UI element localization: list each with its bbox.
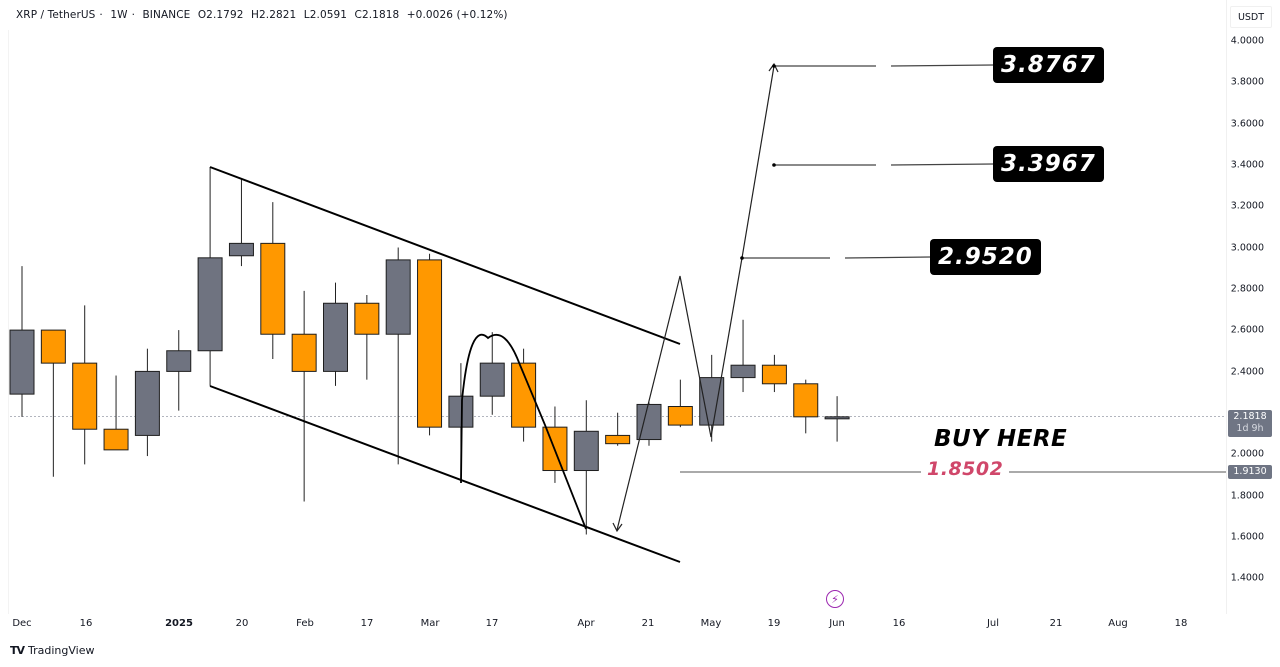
- buy-here-label: BUY HERE: [934, 426, 1068, 452]
- candle-bullish[interactable]: [197, 257, 223, 352]
- target-point-3: [740, 256, 744, 260]
- candle-bearish[interactable]: [291, 333, 317, 372]
- candle-bullish[interactable]: [385, 259, 411, 335]
- time-axis[interactable]: Dec 16 2025 20 Feb 17 Mar 17 Apr 21 May 19 Jun 16 Jul 2…: [0, 614, 1226, 634]
- channel-lower-line[interactable]: [209, 385, 681, 563]
- time-tick: Jul: [986, 618, 1000, 629]
- candle-bullish[interactable]: [730, 364, 756, 379]
- candle-bullish[interactable]: [573, 430, 599, 472]
- exchange: BINANCE: [142, 9, 191, 21]
- price-tick: 2.8000: [1230, 283, 1264, 295]
- time-tick: 21: [641, 618, 655, 629]
- chart-header: XRP / TetherUS · 1W · BINANCE O2.1792 H2.2…: [16, 9, 512, 21]
- ohlc-open: O2.1792: [197, 9, 244, 21]
- target-label-1: 3.8767: [993, 47, 1104, 83]
- time-tick: 19: [767, 618, 781, 629]
- price-tick: 4.0000: [1230, 35, 1264, 47]
- candle-bearish[interactable]: [605, 434, 631, 445]
- currency-unit-label[interactable]: USDT: [1230, 6, 1272, 28]
- price-tick: 3.2000: [1230, 200, 1264, 212]
- price-tick: 3.6000: [1230, 118, 1264, 130]
- time-tick: Apr: [577, 618, 595, 629]
- horizontal-line-price-badge: 1.9130: [1228, 465, 1272, 479]
- candle-bearish[interactable]: [761, 364, 787, 385]
- price-tick: 1.4000: [1230, 572, 1264, 584]
- projection-path[interactable]: [616, 65, 775, 531]
- brand-name: TradingView: [28, 644, 95, 657]
- price-change: +0.0026 (+0.12%): [406, 9, 508, 21]
- target-point-1: [772, 64, 776, 68]
- lightning-event-icon[interactable]: ⚡: [826, 590, 844, 608]
- separator-dot: ·: [131, 9, 136, 21]
- time-tick: 17: [485, 618, 499, 629]
- bar-countdown: 1d 9h: [1236, 423, 1264, 434]
- candle-bearish[interactable]: [667, 406, 693, 426]
- candle-bullish[interactable]: [448, 395, 474, 428]
- time-tick: 16: [79, 618, 93, 629]
- time-tick: Mar: [420, 618, 440, 629]
- time-tick: 17: [360, 618, 374, 629]
- candles-group: [9, 166, 850, 535]
- buy-price-label: 1.8502: [921, 458, 1010, 480]
- tradingview-logo-icon: TV: [10, 644, 25, 657]
- time-tick: Aug: [1108, 618, 1128, 629]
- candle-bearish[interactable]: [40, 329, 66, 364]
- current-price-badge: 2.1818 1d 9h: [1228, 410, 1272, 437]
- candle-bullish[interactable]: [824, 416, 850, 420]
- ohlc-high: H2.2821: [250, 9, 297, 21]
- price-tick: 3.8000: [1230, 76, 1264, 88]
- price-tick: 3.0000: [1230, 242, 1264, 254]
- candle-bullish[interactable]: [479, 362, 505, 397]
- candle-bearish[interactable]: [793, 383, 819, 418]
- curve-drawing[interactable]: [460, 333, 587, 530]
- ohlc-close: C2.1818: [354, 9, 400, 21]
- time-tick: Jun: [829, 618, 845, 629]
- interval[interactable]: 1W: [110, 9, 128, 21]
- candle-bullish[interactable]: [9, 329, 35, 395]
- target-line-3b: [844, 256, 931, 259]
- target-label-3: 2.9520: [930, 239, 1041, 275]
- left-border: [8, 30, 9, 614]
- target-label-2: 3.3967: [993, 146, 1104, 182]
- tradingview-brand[interactable]: TV TradingView: [10, 644, 95, 657]
- target-line-2b: [890, 163, 994, 166]
- price-axis-border: [1226, 0, 1227, 614]
- price-tick: 1.8000: [1230, 490, 1264, 502]
- time-tick: 16: [892, 618, 906, 629]
- price-tick: 1.6000: [1230, 531, 1264, 543]
- symbol-name[interactable]: XRP / TetherUS: [16, 9, 96, 21]
- price-tick: 2.0000: [1230, 448, 1264, 460]
- time-tick: Dec: [12, 618, 32, 629]
- arrow-head-up: [768, 62, 779, 73]
- time-tick: 21: [1049, 618, 1063, 629]
- time-tick: Feb: [296, 618, 314, 629]
- time-tick: 18: [1174, 618, 1188, 629]
- price-tick: 2.4000: [1230, 366, 1264, 378]
- time-tick: May: [700, 618, 722, 629]
- candle-bearish[interactable]: [260, 242, 286, 335]
- price-tick: 2.6000: [1230, 324, 1264, 336]
- price-axis[interactable]: 4.0000 3.8000 3.6000 3.4000 3.2000 3.000…: [1226, 0, 1280, 667]
- arrow-head-down: [612, 522, 623, 533]
- candle-bullish[interactable]: [323, 302, 348, 372]
- candle-bearish[interactable]: [72, 362, 98, 430]
- channel-upper-line[interactable]: [209, 166, 681, 345]
- chart-canvas[interactable]: [0, 0, 1226, 614]
- ohlc-low: L2.0591: [303, 9, 348, 21]
- target-line-1b: [890, 64, 994, 67]
- separator-dot: ·: [99, 9, 103, 21]
- candle-bearish[interactable]: [103, 428, 129, 451]
- price-tick: 3.4000: [1230, 159, 1264, 171]
- candle-bullish[interactable]: [134, 370, 160, 436]
- candle-bullish[interactable]: [228, 242, 254, 257]
- candle-bearish[interactable]: [354, 302, 380, 335]
- current-price-value: 2.1818: [1233, 411, 1267, 422]
- candle-bearish[interactable]: [417, 259, 443, 428]
- time-tick: 20: [235, 618, 249, 629]
- time-tick: 2025: [165, 618, 193, 629]
- candle-bullish[interactable]: [166, 350, 192, 372]
- target-point-2: [772, 163, 776, 167]
